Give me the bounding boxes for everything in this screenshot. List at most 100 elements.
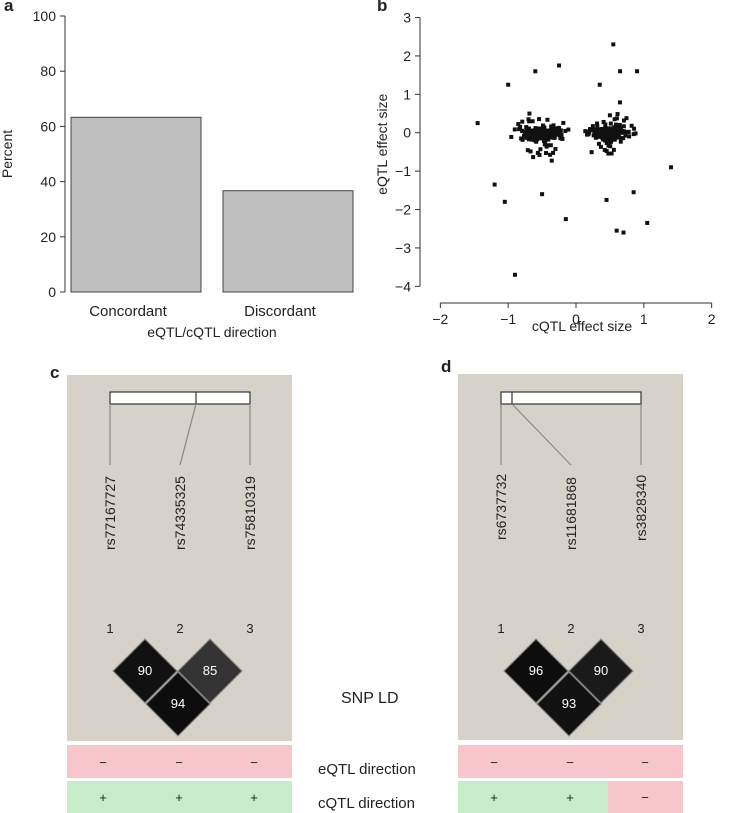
ld-value: 90 — [593, 663, 609, 678]
snp-ld-label: SNP LD — [341, 690, 399, 707]
scatter-point — [551, 150, 556, 155]
y-tick-label: 40 — [40, 174, 56, 190]
scatter-point — [546, 128, 551, 133]
scatter-point — [597, 82, 602, 87]
cqtl-sign: − — [641, 790, 649, 805]
scatter-point — [537, 152, 542, 157]
scatter-point — [549, 124, 554, 129]
snp-index: 3 — [246, 621, 254, 636]
scatter-point — [537, 135, 542, 140]
scatter-point — [531, 155, 536, 160]
scatter-point — [543, 139, 548, 144]
scatter-point — [611, 42, 616, 47]
scatter-point — [586, 132, 591, 137]
scatter-point — [590, 127, 595, 132]
scatter-point — [612, 117, 617, 122]
scatter-point — [560, 136, 565, 141]
scatter-point — [552, 132, 557, 137]
eqtl-row-c — [67, 745, 292, 778]
scatter-point — [609, 138, 614, 143]
scatter-point — [559, 133, 564, 138]
scatter-point — [535, 137, 540, 142]
ld-value: 93 — [561, 696, 577, 711]
scatter-point — [608, 121, 613, 126]
scatter-point — [632, 126, 637, 131]
scatter-point — [548, 135, 553, 140]
scatter-point — [535, 127, 540, 132]
snp-index: 1 — [497, 621, 505, 636]
scatter-point — [604, 197, 609, 202]
scatter-point — [529, 137, 534, 142]
scatter-point — [502, 199, 507, 204]
snp-index: 3 — [637, 621, 645, 636]
scatter-point — [631, 190, 636, 195]
y-tick-label: −1 — [395, 163, 411, 179]
y-tick-label: 100 — [33, 8, 57, 24]
scatter-point — [475, 121, 480, 126]
scatter-point — [608, 132, 613, 137]
scatter-point — [598, 144, 603, 149]
scatter-point — [492, 182, 497, 187]
scatter-point — [614, 116, 619, 121]
scatter-point — [566, 127, 571, 132]
scatter-point — [622, 130, 627, 135]
eqtl-sign: − — [99, 755, 107, 770]
ld-value: 90 — [137, 663, 153, 678]
y-tick-label: 0 — [48, 284, 56, 300]
scatter-point — [549, 158, 554, 163]
scatter-point — [535, 132, 540, 137]
scatter-point — [520, 137, 525, 142]
x-tick-label: 1 — [640, 311, 648, 327]
scatter-point — [616, 133, 621, 138]
scatter-point — [545, 143, 550, 148]
scatter-point — [506, 82, 511, 87]
scatter-point — [615, 112, 620, 117]
scatter-point — [618, 139, 623, 144]
eqtl-sign: − — [566, 755, 574, 770]
gene-track-c — [109, 391, 251, 466]
scatter-chart: −4 −3 −2 −1 0 1 2 3 −2 −1 0 1 2 cQTL effect size eQTL … — [374, 10, 716, 334]
x-tick-label: −1 — [500, 311, 516, 327]
scatter-point — [533, 69, 538, 74]
scatter-point — [538, 147, 543, 152]
scatter-point — [645, 220, 650, 225]
scatter-point — [526, 117, 531, 122]
scatter-point — [554, 129, 559, 134]
scatter-point — [609, 151, 614, 156]
scatter-point — [613, 126, 618, 131]
scatter-point — [542, 142, 547, 147]
eqtl-sign: − — [250, 755, 258, 770]
scatter-point — [590, 124, 595, 129]
y-tick-label: 60 — [40, 118, 56, 134]
scatter-point — [627, 134, 632, 139]
scatter-point — [540, 192, 545, 197]
scatter-point — [532, 128, 537, 133]
scatter-point — [529, 130, 534, 135]
scatter-point — [553, 147, 558, 152]
panel-letter-c: c — [50, 363, 60, 382]
scatter-point — [618, 125, 623, 130]
scatter-point — [530, 119, 535, 124]
scatter-point — [598, 130, 603, 135]
scatter-point — [613, 122, 618, 127]
scatter-point — [593, 131, 598, 136]
x-tick-label: Discordant — [244, 303, 317, 320]
scatter-point — [624, 116, 629, 121]
y-tick-label: 20 — [40, 229, 56, 245]
scatter-point — [551, 123, 556, 128]
scatter-point — [618, 136, 623, 141]
scatter-point — [588, 127, 593, 132]
y-tick-label: −3 — [395, 240, 411, 256]
scatter-point — [617, 122, 622, 127]
bar-discordant — [222, 190, 354, 293]
panel-letter-d: d — [441, 357, 452, 376]
y-tick-label: 2 — [403, 48, 411, 64]
scatter-point — [616, 131, 621, 136]
scatter-point — [525, 130, 530, 135]
cqtl-row-c — [67, 781, 292, 813]
panel-letter-b: b — [377, 0, 388, 15]
scatter-point — [535, 130, 540, 135]
scatter-point — [583, 129, 588, 134]
x-tick-label: 2 — [708, 311, 716, 327]
scatter-point — [531, 135, 536, 140]
